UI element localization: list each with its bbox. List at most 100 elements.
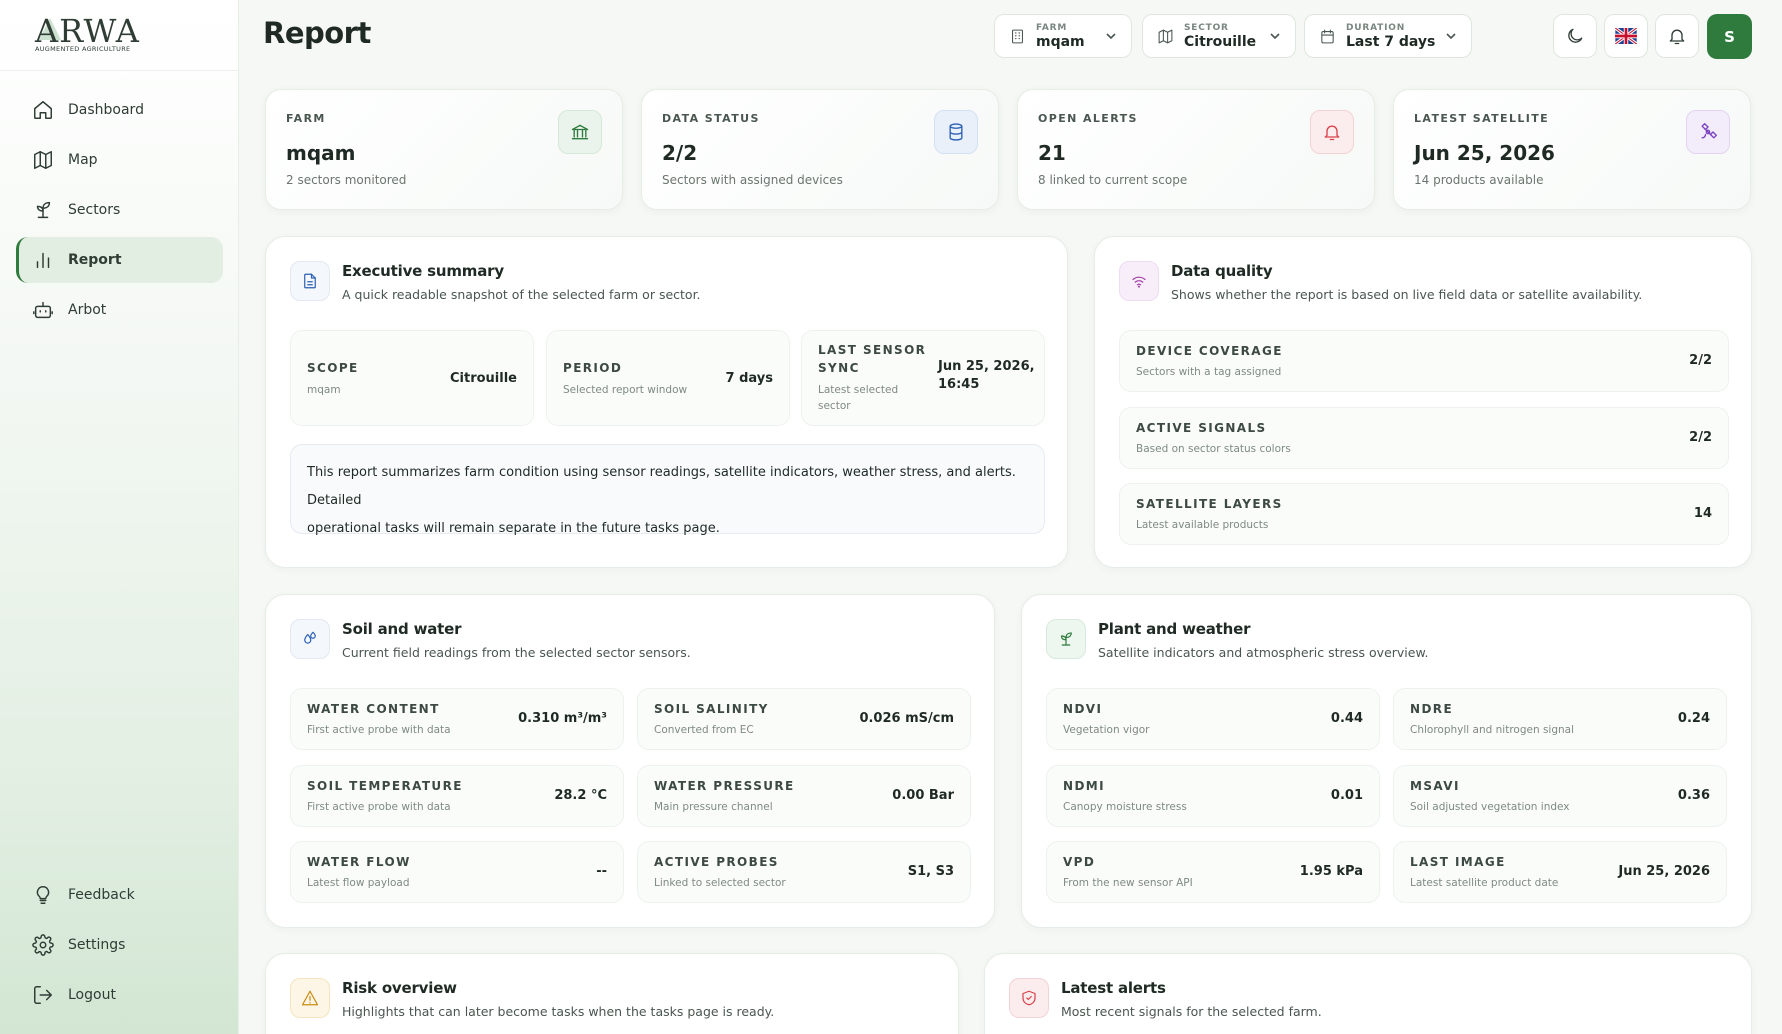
sprout-icon bbox=[36, 201, 51, 219]
bar-chart-icon bbox=[36, 252, 50, 269]
cell-label: NDRE bbox=[1410, 702, 1454, 716]
card-subtitle: A quick readable snapshot of the selecte… bbox=[342, 287, 701, 302]
plant-cell-last-image: LAST IMAGE Latest satellite product date… bbox=[1393, 841, 1727, 903]
cell-value: 0.24 bbox=[1677, 711, 1710, 726]
kpi-icon-wrap bbox=[1686, 110, 1730, 154]
satellite-icon bbox=[1701, 123, 1717, 139]
card-title: Latest alerts bbox=[1061, 979, 1166, 997]
cell-sub: mqam bbox=[307, 384, 341, 396]
sidebar-item-label: Settings bbox=[68, 937, 126, 953]
cell-sub: Latest flow payload bbox=[307, 877, 410, 889]
cell-sub: Main pressure channel bbox=[654, 801, 773, 813]
cell-sub: Sectors with a tag assigned bbox=[1136, 366, 1282, 378]
cell-label: SOIL TEMPERATURE bbox=[307, 779, 463, 793]
cell-label: SATELLITE LAYERS bbox=[1136, 497, 1283, 511]
farm-select[interactable]: FARM mqam bbox=[994, 14, 1132, 58]
cell-label: WATER PRESSURE bbox=[654, 779, 795, 793]
sidebar-item-map[interactable]: Map bbox=[16, 137, 223, 183]
cell-label: DEVICE COVERAGE bbox=[1136, 344, 1283, 358]
sprout-icon bbox=[1060, 632, 1072, 646]
cell-sub: First active probe with data bbox=[307, 724, 451, 736]
kpi-icon-wrap bbox=[558, 110, 602, 154]
cell-value: Jun 25, 2026, bbox=[938, 359, 1035, 374]
shield-icon bbox=[1022, 990, 1036, 1006]
cell-label: SCOPE bbox=[307, 361, 359, 375]
avatar[interactable]: S bbox=[1707, 14, 1752, 59]
summary-note-line: This report summarizes farm condition us… bbox=[307, 465, 1016, 508]
duration-select[interactable]: DURATION Last 7 days bbox=[1304, 14, 1472, 58]
cell-sub: sector bbox=[818, 400, 851, 412]
moon-icon bbox=[1568, 28, 1583, 43]
quality-row-satellite-layers: SATELLITE LAYERS Latest available produc… bbox=[1119, 483, 1729, 545]
cell-value: 0.36 bbox=[1677, 788, 1710, 803]
cell-value: 2/2 bbox=[1689, 430, 1712, 445]
kpi-sub: 2 sectors monitored bbox=[286, 173, 407, 187]
plant-cell-msavi: MSAVI Soil adjusted vegetation index 0.3… bbox=[1393, 765, 1727, 827]
sidebar-item-arbot[interactable]: Arbot bbox=[16, 287, 223, 333]
sidebar-item-report[interactable]: Report bbox=[16, 237, 223, 283]
map-icon bbox=[34, 151, 52, 169]
cell-sub: First active probe with data bbox=[307, 801, 451, 813]
summary-cell-last-sync: LAST SENSOR SYNC Latest selected sector … bbox=[801, 330, 1045, 426]
card-title: Soil and water bbox=[342, 620, 462, 638]
card-icon-wrap bbox=[1119, 261, 1159, 301]
card-title: Plant and weather bbox=[1098, 620, 1251, 638]
logout-icon bbox=[34, 986, 52, 1004]
card-title: Risk overview bbox=[342, 979, 457, 997]
sector-select[interactable]: SECTOR Citrouille bbox=[1142, 14, 1296, 58]
sidebar-item-settings[interactable]: Settings bbox=[16, 922, 223, 968]
cell-label: ACTIVE SIGNALS bbox=[1136, 421, 1267, 435]
plant-weather-card: Plant and weather Satellite indicators a… bbox=[1021, 594, 1752, 928]
building-icon bbox=[1012, 29, 1023, 43]
page-title: Report bbox=[263, 16, 371, 50]
calendar-icon bbox=[1321, 29, 1334, 43]
droplets-icon bbox=[304, 631, 316, 644]
card-subtitle: Highlights that can later become tasks w… bbox=[342, 1004, 775, 1019]
theme-toggle-button[interactable] bbox=[1553, 14, 1597, 58]
database-icon bbox=[949, 123, 963, 141]
card-title: Executive summary bbox=[342, 262, 504, 280]
soil-cell-active-probes: ACTIVE PROBES Linked to selected sector … bbox=[637, 841, 971, 903]
cell-sub: Canopy moisture stress bbox=[1063, 801, 1187, 813]
card-icon-wrap bbox=[290, 978, 330, 1018]
sidebar-item-logout[interactable]: Logout bbox=[16, 972, 223, 1018]
cell-sub: Latest satellite product date bbox=[1410, 877, 1559, 889]
bell-icon bbox=[1669, 29, 1685, 45]
notifications-button[interactable] bbox=[1655, 14, 1699, 58]
farm-select-value: mqam bbox=[1036, 33, 1085, 50]
cell-sub: Chlorophyll and nitrogen signal bbox=[1410, 724, 1575, 736]
kpi-sub: Sectors with assigned devices bbox=[662, 173, 843, 187]
sidebar-item-sectors[interactable]: Sectors bbox=[16, 187, 223, 233]
sidebar-item-feedback[interactable]: Feedback bbox=[16, 872, 223, 918]
kpi-value: 21 bbox=[1038, 141, 1066, 165]
cell-label: LAST IMAGE bbox=[1410, 855, 1506, 869]
arwa-logo[interactable]: ARWA AUGMENTED AGRICULTURE bbox=[35, 12, 145, 53]
duration-select-label: DURATION bbox=[1346, 22, 1406, 33]
cell-label: NDVI bbox=[1063, 702, 1103, 716]
kpi-card-data-status: DATA STATUS 2/2 Sectors with assigned de… bbox=[641, 89, 999, 210]
cell-value: 0.44 bbox=[1330, 711, 1363, 726]
cell-value: 0.310 m³/m³ bbox=[518, 711, 607, 726]
logo-wordmark: ARWA bbox=[35, 12, 140, 50]
soil-cell-water-content: WATER CONTENT First active probe with da… bbox=[290, 688, 624, 750]
cell-label: PERIOD bbox=[563, 361, 623, 375]
cell-value: -- bbox=[596, 864, 607, 879]
summary-note: This report summarizes farm condition us… bbox=[290, 444, 1045, 536]
kpi-icon-wrap bbox=[934, 110, 978, 154]
cell-sub: Latest selected bbox=[818, 384, 899, 396]
card-icon-wrap bbox=[1046, 619, 1086, 659]
sidebar-item-dashboard[interactable]: Dashboard bbox=[16, 87, 223, 133]
sidebar-item-label: Dashboard bbox=[68, 102, 144, 118]
cell-value: 0.01 bbox=[1330, 788, 1363, 803]
language-button[interactable] bbox=[1604, 14, 1648, 58]
cell-label: MSAVI bbox=[1410, 779, 1460, 793]
sidebar-item-label: Arbot bbox=[68, 302, 107, 318]
cell-sub: Linked to selected sector bbox=[654, 877, 786, 889]
sidebar-item-label: Report bbox=[68, 252, 122, 268]
soil-water-card: Soil and water Current field readings fr… bbox=[265, 594, 995, 928]
bank-icon bbox=[571, 124, 589, 140]
soil-cell-soil-temperature: SOIL TEMPERATURE First active probe with… bbox=[290, 765, 624, 827]
sidebar-item-label: Sectors bbox=[68, 202, 121, 218]
logo-mark bbox=[39, 18, 61, 40]
cell-value: 0.00 Bar bbox=[892, 788, 954, 803]
